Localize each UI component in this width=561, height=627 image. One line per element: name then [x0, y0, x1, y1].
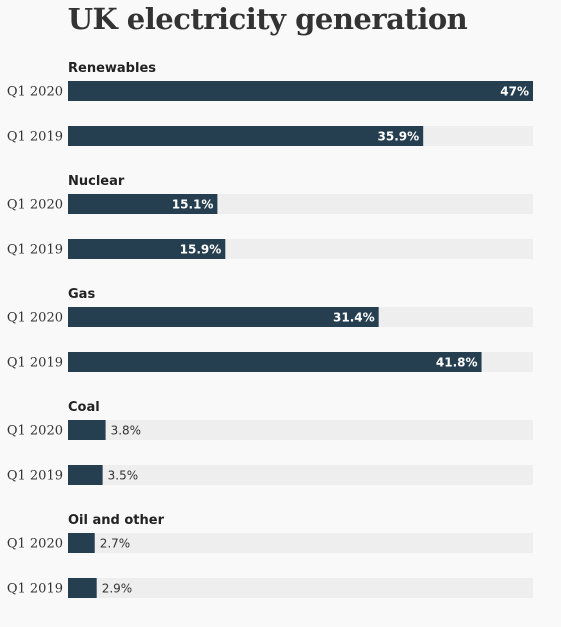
row-label: Q1 2019 — [7, 356, 63, 371]
bar — [68, 307, 379, 327]
data-label: 3.8% — [111, 424, 141, 438]
bar-track — [68, 420, 533, 440]
bar — [68, 194, 218, 214]
row-label: Q1 2019 — [7, 130, 63, 145]
row-label: Q1 2019 — [7, 469, 63, 484]
data-label: 2.7% — [100, 537, 131, 551]
data-label: 3.5% — [108, 469, 138, 483]
group-label: Renewables — [68, 61, 156, 76]
row-label: Q1 2019 — [7, 243, 63, 258]
data-label: 15.1% — [172, 198, 214, 212]
row-label: Q1 2020 — [7, 424, 63, 439]
data-label: 15.9% — [180, 243, 222, 257]
bar — [68, 239, 226, 259]
group-label: Oil and other — [68, 513, 165, 528]
row-label: Q1 2020 — [7, 85, 63, 100]
bar — [68, 533, 95, 553]
row-label: Q1 2020 — [7, 537, 63, 552]
bar — [68, 352, 482, 372]
data-label: 31.4% — [333, 311, 375, 325]
data-label: 2.9% — [102, 582, 133, 596]
bar — [68, 420, 106, 440]
bar — [68, 81, 533, 101]
row-label: Q1 2020 — [7, 311, 63, 326]
group-label: Gas — [68, 287, 95, 302]
data-label: 35.9% — [378, 130, 420, 144]
bar-track — [68, 533, 533, 553]
bar-track — [68, 578, 533, 598]
bar — [68, 578, 97, 598]
chart-title: UK electricity generation — [67, 2, 468, 36]
group-label: Coal — [68, 400, 100, 415]
bar-track — [68, 465, 533, 485]
bar — [68, 126, 424, 146]
group-label: Nuclear — [68, 174, 125, 189]
data-label: 41.8% — [436, 356, 478, 370]
bar — [68, 465, 103, 485]
row-label: Q1 2020 — [7, 198, 63, 213]
data-label: 47% — [500, 85, 529, 99]
row-label: Q1 2019 — [7, 582, 63, 597]
